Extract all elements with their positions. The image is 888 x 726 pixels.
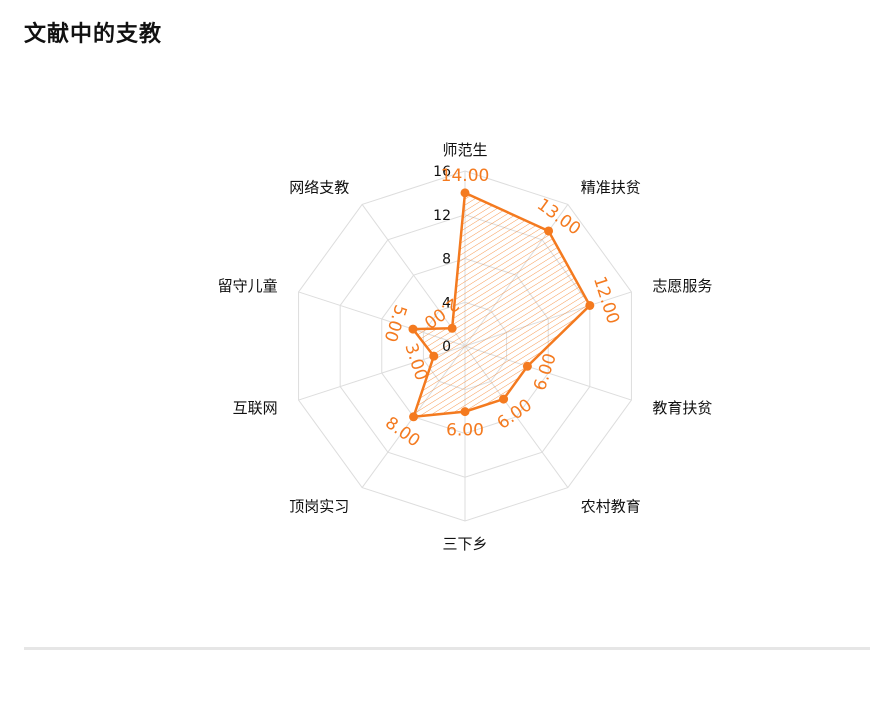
divider: [24, 647, 870, 650]
radial-tick-label: 8: [442, 252, 451, 268]
data-label: 12.00: [589, 274, 623, 326]
radial-tick-label: 0: [442, 339, 451, 355]
category-label: 志愿服务: [652, 277, 712, 295]
data-label: 5.00: [380, 302, 411, 344]
data-point[interactable]: [522, 361, 532, 371]
data-point[interactable]: [408, 324, 418, 334]
category-label: 教育扶贫: [652, 399, 712, 417]
category-label: 网络支教: [289, 179, 349, 197]
radial-tick-label: 4: [442, 295, 451, 311]
data-point[interactable]: [447, 323, 457, 333]
data-label: 6.00: [446, 421, 484, 441]
category-label: 精准扶贫: [581, 179, 641, 197]
data-point[interactable]: [429, 351, 439, 361]
data-label: 14.00: [441, 166, 490, 186]
category-label: 互联网: [233, 399, 278, 417]
category-label: 留守儿童: [218, 277, 278, 295]
category-label: 顶岗实习: [289, 497, 349, 515]
data-point[interactable]: [585, 300, 595, 310]
data-point[interactable]: [499, 394, 509, 404]
grid-spoke: [361, 204, 466, 347]
data-point[interactable]: [409, 412, 419, 422]
category-label: 师范生: [442, 141, 487, 159]
data-point[interactable]: [460, 188, 470, 198]
category-label: 三下乡: [442, 535, 487, 553]
data-point[interactable]: [544, 226, 554, 236]
radial-tick-label: 16: [433, 164, 451, 180]
category-label: 农村教育: [581, 497, 641, 515]
radial-tick-label: 12: [433, 208, 451, 224]
data-point[interactable]: [460, 407, 470, 417]
chart-title: 文献中的支教: [24, 22, 163, 47]
